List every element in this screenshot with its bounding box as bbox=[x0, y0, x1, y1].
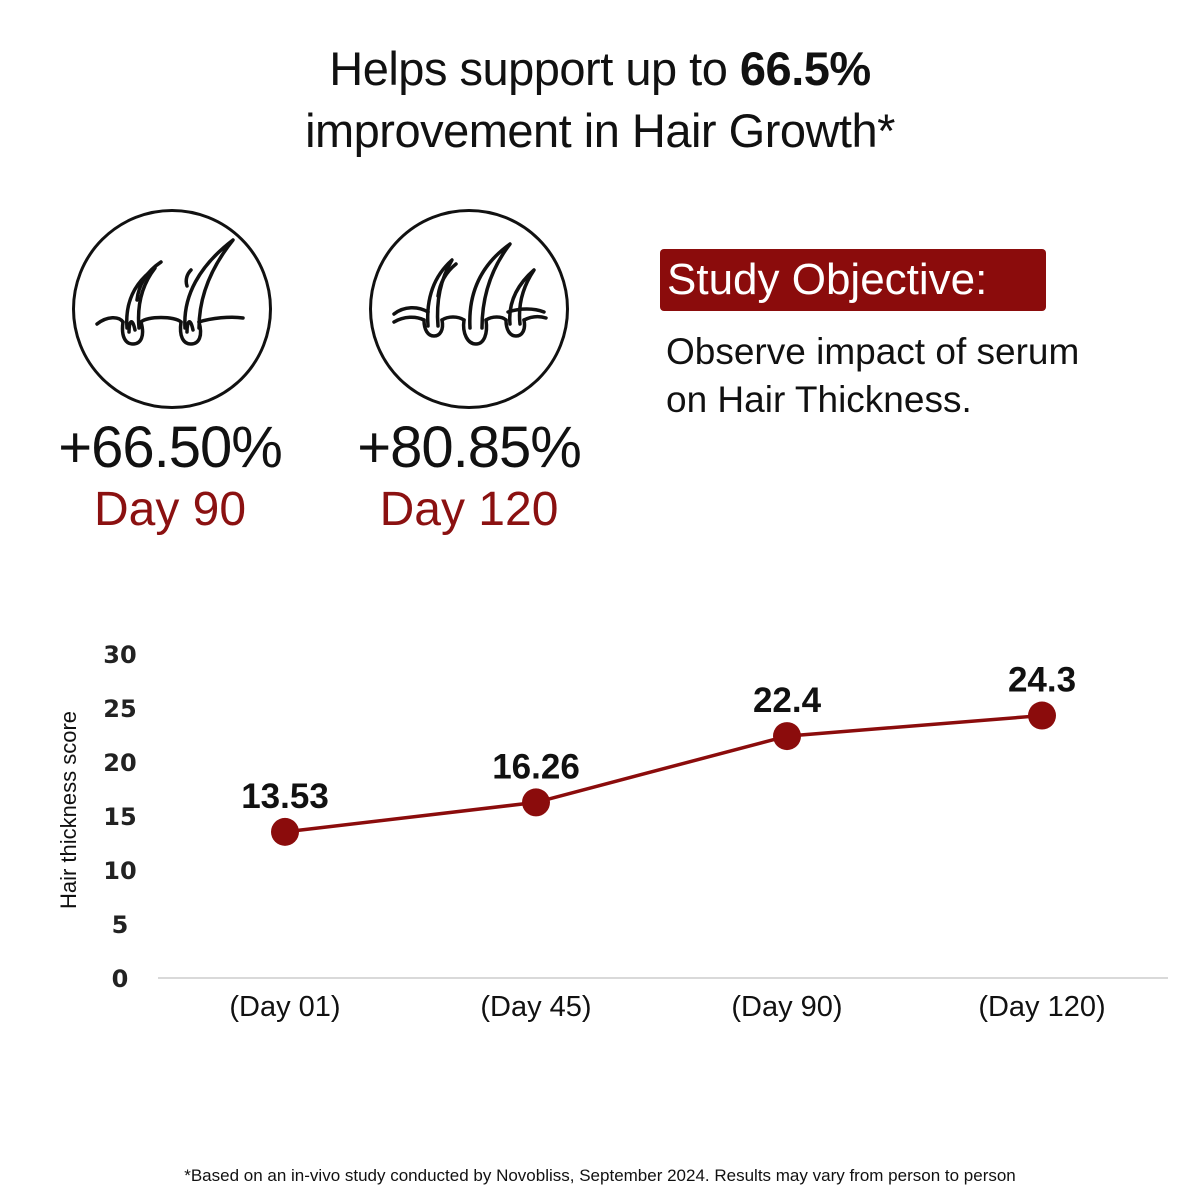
study-objective-line-1: Observe impact of serum bbox=[666, 331, 1080, 372]
series-line bbox=[284, 713, 1043, 834]
study-objective-text: Observe impact of serum on Hair Thicknes… bbox=[666, 328, 1186, 424]
y-tick-label: 25 bbox=[103, 695, 136, 723]
x-tick-label: (Day 90) bbox=[731, 991, 842, 1023]
data-point bbox=[271, 817, 299, 846]
data-label: 22.4 bbox=[753, 681, 822, 720]
y-tick-label: 10 bbox=[103, 857, 136, 885]
three-hair-follicles-icon bbox=[369, 209, 569, 409]
y-tick-label: 20 bbox=[103, 749, 136, 777]
data-label: 24.3 bbox=[1008, 661, 1076, 700]
headline-line-1: Helps support up to 66.5% bbox=[0, 38, 1200, 100]
study-objective-badge: Study Objective: bbox=[660, 249, 1046, 311]
data-point bbox=[1028, 701, 1056, 730]
y-tick-label: 15 bbox=[103, 803, 136, 831]
headline: Helps support up to 66.5% improvement in… bbox=[0, 38, 1200, 162]
x-tick-label: (Day 45) bbox=[480, 991, 591, 1023]
stat-value-day-90: +66.50% bbox=[58, 415, 283, 480]
y-axis-label: Hair thickness score bbox=[56, 711, 81, 909]
y-tick-label: 30 bbox=[103, 641, 136, 669]
data-label: 16.26 bbox=[492, 747, 580, 786]
y-tick-label: 0 bbox=[112, 965, 129, 993]
x-tick-label: (Day 01) bbox=[229, 991, 340, 1023]
stat-value-day-120: +80.85% bbox=[357, 415, 582, 480]
data-point bbox=[522, 788, 550, 817]
headline-text: Helps support up to bbox=[329, 42, 740, 95]
stat-label-day-120: Day 120 bbox=[379, 483, 559, 536]
study-objective-line-2: on Hair Thickness. bbox=[666, 379, 972, 420]
data-label: 13.53 bbox=[241, 777, 329, 816]
y-tick-label: 5 bbox=[112, 911, 129, 939]
headline-highlight: 66.5% bbox=[739, 42, 871, 95]
data-point bbox=[773, 722, 801, 751]
stat-label-day-90: Day 90 bbox=[93, 483, 247, 536]
headline-line-2: improvement in Hair Growth* bbox=[305, 104, 895, 157]
x-tick-label: (Day 120) bbox=[978, 991, 1105, 1023]
footnote: *Based on an in-vivo study conducted by … bbox=[184, 1166, 1016, 1185]
two-hair-follicles-icon bbox=[72, 209, 272, 409]
hair-thickness-line-chart: 0 5 10 15 20 25 30 Hair thickness score (Day 01)… bbox=[56, 641, 1168, 1023]
